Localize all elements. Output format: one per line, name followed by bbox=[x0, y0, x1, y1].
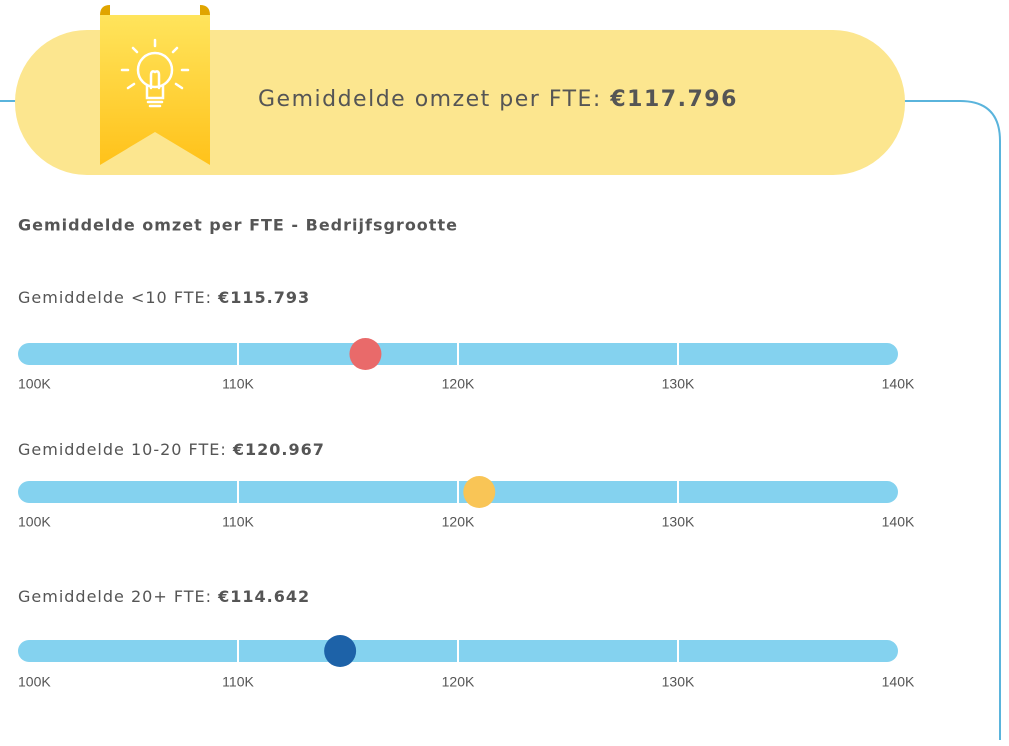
banner-value: €117.796 bbox=[609, 87, 738, 112]
ribbon-fold bbox=[100, 5, 210, 15]
label: Gemiddelde <10 FTE: bbox=[18, 288, 212, 307]
ribbon bbox=[100, 15, 210, 165]
slider-label: Gemiddelde <10 FTE: €115.793 bbox=[18, 288, 310, 307]
x-tick-label: 140K bbox=[882, 674, 915, 690]
x-tick-label: 130K bbox=[662, 514, 695, 530]
x-tick-label: 100K bbox=[18, 376, 51, 392]
x-tick-label: 120K bbox=[442, 376, 475, 392]
slider-label: Gemiddelde 20+ FTE: €114.642 bbox=[18, 587, 310, 606]
x-tick-label: 100K bbox=[18, 674, 51, 690]
marker bbox=[349, 338, 382, 370]
x-tick-label: 140K bbox=[882, 376, 915, 392]
banner bbox=[15, 30, 905, 175]
banner-label: Gemiddelde omzet per FTE: bbox=[258, 87, 602, 112]
x-tick-label: 130K bbox=[662, 376, 695, 392]
x-tick-label: 140K bbox=[882, 514, 915, 530]
label: Gemiddelde 10-20 FTE: bbox=[18, 440, 227, 459]
banner-text: Gemiddelde omzet per FTE: €117.796 bbox=[258, 87, 738, 112]
x-tick-label: 110K bbox=[222, 674, 254, 690]
value-label: €114.642 bbox=[217, 587, 310, 606]
bulb-icon bbox=[120, 38, 190, 108]
x-tick-label: 120K bbox=[442, 674, 475, 690]
x-tick-label: 120K bbox=[442, 514, 475, 530]
x-tick-label: 110K bbox=[222, 514, 254, 530]
card-border bbox=[0, 100, 1001, 740]
slider-label: Gemiddelde 10-20 FTE: €120.967 bbox=[18, 440, 325, 459]
x-tick-label: 110K bbox=[222, 376, 254, 392]
label: Gemiddelde 20+ FTE: bbox=[18, 587, 212, 606]
section-title: Gemiddelde omzet per FTE - Bedrijfsgroot… bbox=[18, 216, 458, 235]
marker bbox=[463, 476, 496, 508]
x-tick-label: 100K bbox=[18, 514, 51, 530]
marker bbox=[324, 635, 357, 667]
x-tick-label: 130K bbox=[662, 674, 695, 690]
value-label: €120.967 bbox=[232, 440, 325, 459]
value-label: €115.793 bbox=[217, 288, 310, 307]
